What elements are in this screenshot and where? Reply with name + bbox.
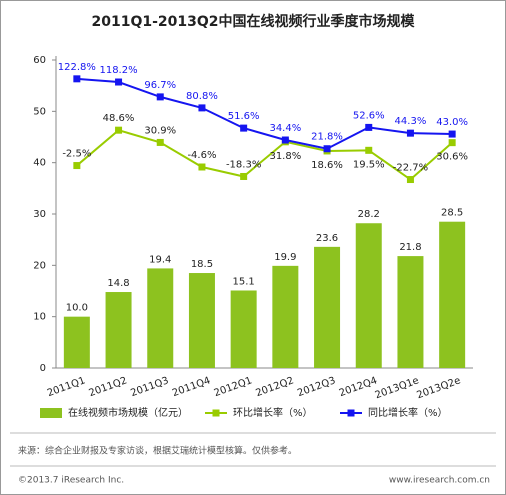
bar-value-label: 21.8 <box>399 242 421 253</box>
source: 来源：综合企业财报及专家访谈，根据艾瑞统计模型核算。仅供参考。 <box>18 445 297 457</box>
bar <box>355 223 382 368</box>
bar-value-label: 19.9 <box>274 252 296 263</box>
line-marker <box>156 93 164 101</box>
line-marker <box>198 163 206 171</box>
bar <box>147 268 174 368</box>
y-tick-label: 60 <box>33 55 46 66</box>
bar <box>272 265 299 368</box>
line-value-label: 118.2% <box>99 65 137 76</box>
line-value-label: 31.8% <box>269 151 301 162</box>
line-marker <box>240 124 248 132</box>
bar-value-label: 23.6 <box>316 233 338 244</box>
bar-value-label: 18.5 <box>191 259 213 270</box>
line-marker <box>198 104 206 112</box>
line <box>76 77 453 150</box>
legend-label: 在线视频市场规模（亿元） <box>68 406 188 419</box>
line-value-label: -18.3% <box>226 159 261 170</box>
legend-label: 环比增长率（%） <box>233 406 313 419</box>
line-value-label: 19.5% <box>353 159 385 170</box>
bar-value-label: 14.8 <box>107 278 129 289</box>
website: www.iresearch.com.cn <box>389 476 490 486</box>
bar-value-label: 10.0 <box>66 303 88 314</box>
y-tick-label: 10 <box>33 312 46 323</box>
chart-title: 2011Q1-2013Q2中国在线视频行业季度市场规模 <box>91 13 415 30</box>
y-tick-label: 50 <box>33 106 46 117</box>
bar-value-label: 15.1 <box>233 276 255 287</box>
line-marker <box>365 146 373 154</box>
legend-swatch <box>212 409 220 417</box>
line-marker <box>240 172 248 180</box>
legend-label: 同比增长率（%） <box>368 406 448 419</box>
line-value-label: 96.7% <box>144 80 176 91</box>
line <box>76 129 453 181</box>
bar <box>314 246 341 368</box>
y-tick-label: 0 <box>40 363 46 374</box>
y-tick-label: 40 <box>33 158 46 169</box>
line-value-label: 48.6% <box>103 113 135 124</box>
line-value-label: 80.8% <box>186 91 218 102</box>
line-marker <box>406 176 414 184</box>
line-value-label: 18.6% <box>311 160 343 171</box>
bar-value-label: 28.5 <box>441 208 463 219</box>
line-marker <box>156 138 164 146</box>
line-value-label: -22.7% <box>393 163 428 174</box>
line-marker <box>115 78 123 86</box>
line-value-label: 30.6% <box>436 152 468 163</box>
line-marker <box>365 123 373 131</box>
bar <box>230 290 257 368</box>
line-value-label: 122.8% <box>58 62 96 73</box>
line-value-label: 21.8% <box>311 132 343 143</box>
line-marker <box>281 136 289 144</box>
line-value-label: 43.0% <box>436 117 468 128</box>
line-marker <box>115 126 123 134</box>
line-marker <box>73 75 81 83</box>
line-value-label: 51.6% <box>228 111 260 122</box>
bar <box>439 221 466 368</box>
bar-value-label: 28.2 <box>358 209 380 220</box>
line-marker <box>406 129 414 137</box>
bar <box>397 256 424 368</box>
legend-swatch <box>40 408 62 418</box>
y-tick-label: 20 <box>33 260 46 271</box>
line-value-label: -4.6% <box>187 150 216 161</box>
copyright: ©2013.7 iResearch Inc. <box>18 476 124 486</box>
line-marker <box>323 145 331 153</box>
line-value-label: 34.4% <box>269 123 301 134</box>
bar <box>105 292 132 368</box>
y-tick-label: 30 <box>33 209 46 220</box>
bar <box>188 273 215 368</box>
line-value-label: -2.5% <box>62 149 91 160</box>
line-value-label: 30.9% <box>144 125 176 136</box>
line-marker <box>73 162 81 170</box>
line-marker <box>448 130 456 138</box>
line-marker <box>448 139 456 147</box>
line-value-label: 52.6% <box>353 110 385 121</box>
legend-swatch <box>347 409 355 417</box>
bar <box>63 316 90 368</box>
bar-value-label: 19.4 <box>149 254 171 265</box>
line-value-label: 44.3% <box>395 116 427 127</box>
